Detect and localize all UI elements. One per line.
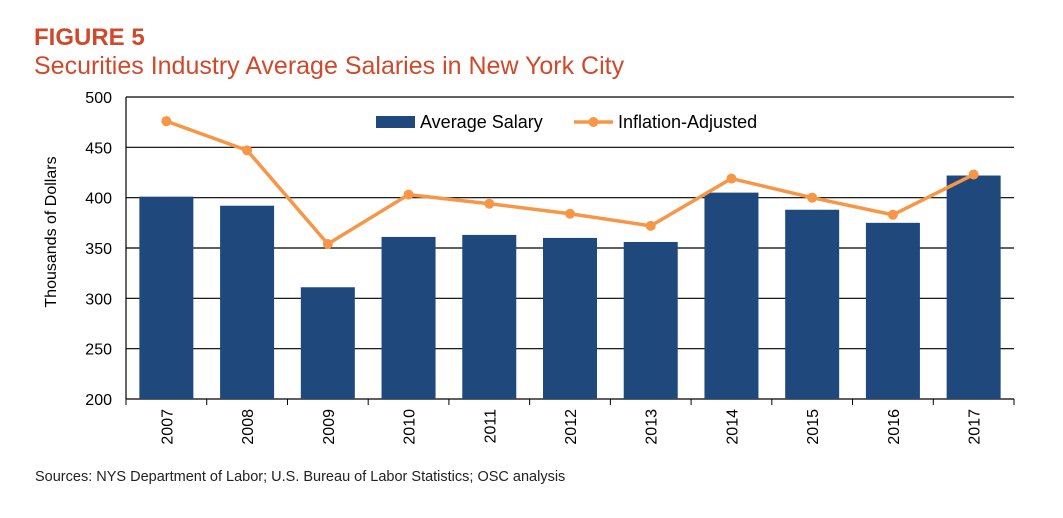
y-tick-label: 250 — [85, 342, 112, 359]
x-tick-label: 2011 — [482, 409, 499, 444]
bar-2016 — [865, 222, 920, 399]
y-axis-label: Thousands of Dollars — [43, 156, 60, 307]
figure-label: FIGURE 5 — [34, 24, 145, 51]
inflation-adjusted-line — [165, 119, 975, 246]
y-tick-label: 200 — [85, 392, 112, 409]
bar-2009 — [300, 287, 355, 399]
y-tick-label: 500 — [85, 90, 112, 107]
x-tick-label: 2012 — [563, 409, 580, 445]
line-point-2008 — [242, 145, 253, 156]
bar-2011 — [462, 234, 517, 399]
x-tick-label: 2007 — [159, 409, 176, 445]
line-point-2012 — [565, 208, 575, 219]
bar-2012 — [543, 237, 597, 399]
x-tick-label: 2008 — [240, 409, 257, 445]
bar-2010 — [381, 236, 436, 399]
y-tick-labels: 200 250 300 350 400 450 500 — [85, 90, 112, 409]
y-tick-label: 350 — [85, 241, 112, 258]
bar-2007 — [139, 196, 194, 399]
line-point-2015 — [807, 192, 818, 203]
line-point-2007 — [161, 116, 172, 127]
x-tick-label: 2015 — [805, 409, 822, 445]
x-tick-label: 2010 — [402, 409, 419, 445]
legend-label-inflation-adjusted: Inflation-Adjusted — [618, 112, 757, 132]
line-point-2016 — [887, 209, 898, 220]
line-point-2010 — [403, 189, 414, 200]
bar-series — [139, 175, 1001, 399]
x-tick-label: 2016 — [886, 409, 903, 445]
legend-label-average-salary: Average Salary — [420, 112, 543, 132]
x-tick-labels: 2007 2008 2009 2010 2011 2012 2013 2014 2015 2016… — [159, 409, 983, 445]
y-tick-label: 300 — [85, 291, 112, 308]
legend-swatch-marker — [588, 117, 599, 127]
source-note: Sources: NYS Department of Labor; U.S. B… — [35, 469, 566, 485]
bar-2013 — [623, 241, 678, 399]
bar-2017 — [946, 175, 1001, 399]
legend-swatch-bar — [376, 116, 415, 128]
bar-2014 — [704, 192, 759, 399]
line-point-2011 — [484, 198, 495, 209]
y-tick-label: 450 — [85, 140, 112, 157]
line-point-2014 — [726, 173, 737, 184]
y-tick-label: 400 — [85, 191, 112, 208]
x-tick-label: 2009 — [321, 409, 338, 445]
line-point-2009 — [322, 238, 333, 249]
line-point-2013 — [645, 220, 656, 231]
bar-2015 — [785, 209, 840, 399]
x-tick-label: 2014 — [724, 409, 741, 445]
line-point-2017 — [968, 169, 979, 180]
bar-2008 — [220, 205, 275, 399]
x-tick-label: 2017 — [967, 409, 984, 445]
legend: Average Salary Inflation-Adjusted — [376, 112, 757, 132]
x-tick-label: 2013 — [644, 409, 661, 445]
line-series — [161, 116, 979, 249]
chart-title: Securities Industry Average Salaries in … — [34, 52, 625, 80]
